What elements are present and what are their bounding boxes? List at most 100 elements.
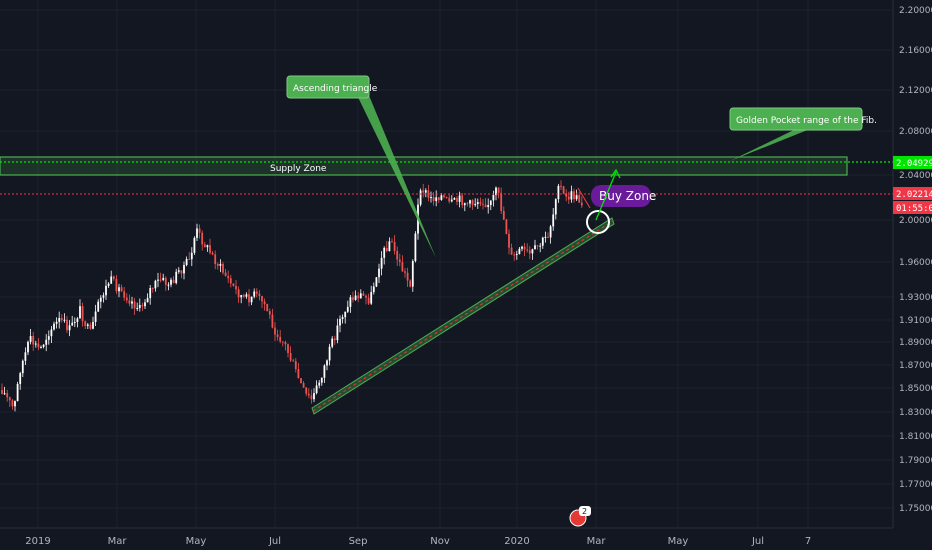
candle-body xyxy=(177,270,180,272)
grid-lines xyxy=(0,0,893,528)
candle-body xyxy=(443,195,445,198)
candle-body xyxy=(336,325,339,341)
candle-body xyxy=(318,382,321,386)
candle-body xyxy=(378,268,380,278)
event-marker[interactable]: 2 xyxy=(569,506,591,527)
buy-zone-circle[interactable] xyxy=(586,210,610,234)
candle-body xyxy=(424,190,427,193)
candle-body xyxy=(263,301,266,304)
time-tick-label: Jul xyxy=(268,536,281,547)
candle-body xyxy=(518,248,521,255)
candle-body xyxy=(219,263,222,266)
candle-body xyxy=(79,306,81,319)
time-scale[interactable] xyxy=(0,528,932,550)
candle-body xyxy=(63,319,66,321)
candle-body xyxy=(372,286,375,293)
candle-body xyxy=(391,241,393,243)
candle-body xyxy=(430,196,432,198)
candle-body xyxy=(68,325,71,331)
candle-body xyxy=(193,237,196,253)
candle-body xyxy=(385,247,388,252)
candle-body xyxy=(344,311,347,318)
candle-body xyxy=(102,295,105,298)
candle-body xyxy=(131,301,133,304)
candle-body xyxy=(476,202,479,205)
countdown-badge-text: 01:55:01 xyxy=(896,204,932,214)
candle-body xyxy=(89,324,92,329)
candle-body xyxy=(458,195,461,202)
candle-body xyxy=(164,277,167,285)
candle-body xyxy=(274,327,276,335)
candle-body xyxy=(549,226,552,238)
candle-body xyxy=(162,277,165,280)
ascending-triangle-callout[interactable] xyxy=(286,75,370,99)
trendline-channel[interactable] xyxy=(311,217,615,415)
candle-body xyxy=(34,343,37,345)
candle-body xyxy=(112,276,115,279)
candle-body xyxy=(47,336,50,340)
candle-body xyxy=(497,187,500,193)
candle-body xyxy=(170,279,172,285)
golden-pocket-callout[interactable] xyxy=(729,107,863,131)
candle-body xyxy=(354,295,357,300)
candle-body xyxy=(346,306,349,312)
price-scale[interactable] xyxy=(893,0,932,550)
time-tick-label: Mar xyxy=(587,536,607,547)
candle-body xyxy=(349,297,352,307)
candle-body xyxy=(536,245,539,247)
candle-body xyxy=(24,352,27,361)
candle-body xyxy=(222,263,224,273)
candle-body xyxy=(125,297,128,301)
candle-body xyxy=(383,247,386,258)
candle-body xyxy=(110,276,113,284)
candle-body xyxy=(76,318,79,322)
price-tick-label: 1.83000 xyxy=(899,408,932,418)
projection-red-arrow xyxy=(577,187,591,209)
candle-body xyxy=(482,203,484,205)
candle-body xyxy=(19,373,22,385)
candle-body xyxy=(393,242,396,251)
candle-body xyxy=(261,296,263,302)
candle-body xyxy=(365,295,367,298)
candle-body xyxy=(500,192,503,211)
candle-body xyxy=(133,301,136,309)
candle-body xyxy=(141,305,144,307)
event-marker-count-bg xyxy=(579,506,591,516)
candle-body xyxy=(565,193,568,197)
candle-body xyxy=(450,199,453,202)
candle-body xyxy=(92,321,94,329)
price-tick-label: 2.20000 xyxy=(899,6,932,16)
buy-zone-badge[interactable] xyxy=(591,185,651,207)
candle-body xyxy=(209,245,211,253)
candle-body xyxy=(84,321,87,326)
candle-body xyxy=(398,259,401,263)
candle-body xyxy=(154,280,157,289)
candle-body xyxy=(255,291,258,294)
candle-body xyxy=(227,275,230,279)
candle-body xyxy=(1,390,3,394)
candle-body xyxy=(479,202,482,204)
price-tick-label: 1.79000 xyxy=(899,456,932,466)
supply-zone-label: Supply Zone xyxy=(270,164,327,174)
candle-body xyxy=(242,295,245,297)
fib-level-badge xyxy=(893,156,932,169)
time-tick-label: 2019 xyxy=(25,536,50,547)
supply-zone-box[interactable] xyxy=(0,156,848,176)
candle-body xyxy=(258,293,261,297)
candle-body xyxy=(229,278,232,284)
candle-body xyxy=(240,295,243,298)
candle-body xyxy=(432,196,435,202)
candle-body xyxy=(409,280,412,287)
candle-body xyxy=(411,261,414,287)
candle-body xyxy=(469,200,471,204)
candle-body xyxy=(471,200,474,205)
candle-body xyxy=(315,385,318,394)
candle-body xyxy=(245,294,248,297)
candle-body xyxy=(513,254,516,256)
candle-body xyxy=(323,365,326,378)
candle-body xyxy=(253,291,256,297)
candle-body xyxy=(271,314,274,328)
candle-body xyxy=(578,195,581,203)
price-tick-label: 1.91000 xyxy=(899,316,932,326)
